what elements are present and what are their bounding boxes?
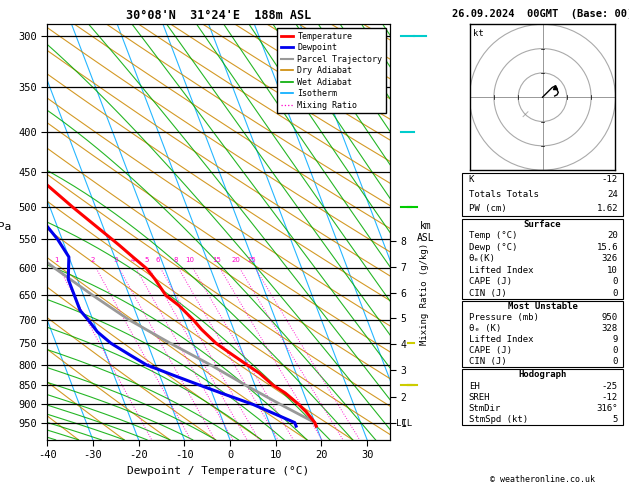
Title: 30°08'N  31°24'E  188m ASL: 30°08'N 31°24'E 188m ASL bbox=[126, 9, 311, 22]
Text: 5: 5 bbox=[613, 415, 618, 424]
Text: 9: 9 bbox=[613, 335, 618, 344]
Text: StmDir: StmDir bbox=[469, 404, 501, 413]
Text: 15: 15 bbox=[212, 257, 221, 263]
Text: StmSpd (kt): StmSpd (kt) bbox=[469, 415, 528, 424]
Text: 20: 20 bbox=[607, 231, 618, 241]
Text: -25: -25 bbox=[602, 382, 618, 391]
Text: Dewp (°C): Dewp (°C) bbox=[469, 243, 517, 252]
Text: Lifted Index: Lifted Index bbox=[469, 335, 533, 344]
Y-axis label: km
ASL: km ASL bbox=[417, 221, 435, 243]
Text: 8: 8 bbox=[173, 257, 178, 263]
Text: θₑ(K): θₑ(K) bbox=[469, 254, 496, 263]
Text: -12: -12 bbox=[602, 393, 618, 402]
Text: 10: 10 bbox=[607, 266, 618, 275]
Text: 1.62: 1.62 bbox=[596, 205, 618, 213]
Y-axis label: hPa: hPa bbox=[0, 222, 11, 232]
Text: 316°: 316° bbox=[596, 404, 618, 413]
Text: 326: 326 bbox=[602, 254, 618, 263]
Text: θₑ (K): θₑ (K) bbox=[469, 324, 501, 333]
Text: 328: 328 bbox=[602, 324, 618, 333]
Text: 0: 0 bbox=[613, 346, 618, 355]
Text: kt: kt bbox=[472, 29, 483, 38]
Text: Surface: Surface bbox=[524, 220, 561, 229]
Text: 950: 950 bbox=[602, 313, 618, 322]
Text: 20: 20 bbox=[232, 257, 241, 263]
Text: Totals Totals: Totals Totals bbox=[469, 190, 538, 199]
Text: 26.09.2024  00GMT  (Base: 00): 26.09.2024 00GMT (Base: 00) bbox=[452, 9, 629, 19]
Text: 0: 0 bbox=[613, 277, 618, 286]
Text: Hodograph: Hodograph bbox=[518, 370, 567, 380]
Text: 0: 0 bbox=[613, 357, 618, 366]
Text: CIN (J): CIN (J) bbox=[469, 357, 506, 366]
Text: 24: 24 bbox=[607, 190, 618, 199]
Text: 3: 3 bbox=[114, 257, 118, 263]
Text: CAPE (J): CAPE (J) bbox=[469, 346, 512, 355]
Text: 0: 0 bbox=[613, 289, 618, 297]
Text: Most Unstable: Most Unstable bbox=[508, 302, 577, 312]
Text: Temp (°C): Temp (°C) bbox=[469, 231, 517, 241]
Text: 1: 1 bbox=[54, 257, 58, 263]
Text: 5: 5 bbox=[144, 257, 148, 263]
Text: 15.6: 15.6 bbox=[596, 243, 618, 252]
Text: 4: 4 bbox=[131, 257, 135, 263]
X-axis label: Dewpoint / Temperature (°C): Dewpoint / Temperature (°C) bbox=[128, 466, 309, 476]
Text: PW (cm): PW (cm) bbox=[469, 205, 506, 213]
Text: LCL: LCL bbox=[396, 419, 411, 428]
Text: Pressure (mb): Pressure (mb) bbox=[469, 313, 538, 322]
Text: 2: 2 bbox=[91, 257, 96, 263]
Text: 10: 10 bbox=[186, 257, 194, 263]
Text: 6: 6 bbox=[155, 257, 160, 263]
Text: Mixing Ratio (g/kg): Mixing Ratio (g/kg) bbox=[420, 243, 429, 346]
Text: © weatheronline.co.uk: © weatheronline.co.uk bbox=[490, 474, 595, 484]
Text: K: K bbox=[469, 175, 474, 184]
Text: 25: 25 bbox=[248, 257, 257, 263]
Text: CAPE (J): CAPE (J) bbox=[469, 277, 512, 286]
Text: SREH: SREH bbox=[469, 393, 490, 402]
Text: CIN (J): CIN (J) bbox=[469, 289, 506, 297]
Legend: Temperature, Dewpoint, Parcel Trajectory, Dry Adiabat, Wet Adiabat, Isotherm, Mi: Temperature, Dewpoint, Parcel Trajectory… bbox=[277, 29, 386, 113]
Text: -12: -12 bbox=[602, 175, 618, 184]
Text: EH: EH bbox=[469, 382, 479, 391]
Text: Lifted Index: Lifted Index bbox=[469, 266, 533, 275]
